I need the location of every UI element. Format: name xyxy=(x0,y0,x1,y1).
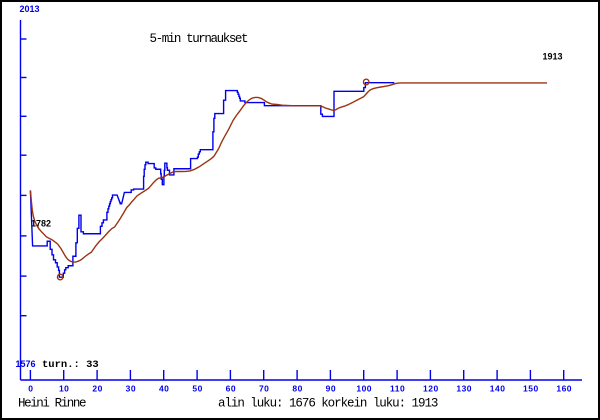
svg-text:40: 40 xyxy=(159,383,169,393)
svg-text:1782: 1782 xyxy=(31,219,51,229)
svg-text:1576: 1576 xyxy=(16,359,36,369)
svg-text:70: 70 xyxy=(259,383,269,393)
svg-text:20: 20 xyxy=(92,383,102,393)
svg-text:2013: 2013 xyxy=(20,4,40,14)
svg-text:50: 50 xyxy=(192,383,202,393)
svg-text:150: 150 xyxy=(523,383,539,393)
svg-text:Heini Rinne: Heini Rinne xyxy=(18,397,86,411)
svg-text:5-min turnaukset: 5-min turnaukset xyxy=(150,32,249,46)
svg-text:1913: 1913 xyxy=(543,52,563,62)
svg-text:140: 140 xyxy=(490,383,506,393)
svg-text:alin luku: 1676 korkein luku: alin luku: 1676 korkein luku: 1913 xyxy=(218,397,438,411)
svg-text:90: 90 xyxy=(326,383,336,393)
svg-text:120: 120 xyxy=(423,383,439,393)
svg-text:0: 0 xyxy=(28,383,33,393)
svg-text:60: 60 xyxy=(226,383,236,393)
svg-text:80: 80 xyxy=(292,383,302,393)
svg-text:30: 30 xyxy=(126,383,136,393)
svg-text:130: 130 xyxy=(456,383,472,393)
svg-text:100: 100 xyxy=(356,383,372,393)
svg-text:160: 160 xyxy=(556,383,572,393)
svg-text:turn.: 33: turn.: 33 xyxy=(42,359,99,371)
svg-text:110: 110 xyxy=(390,383,405,393)
svg-text:10: 10 xyxy=(59,383,69,393)
